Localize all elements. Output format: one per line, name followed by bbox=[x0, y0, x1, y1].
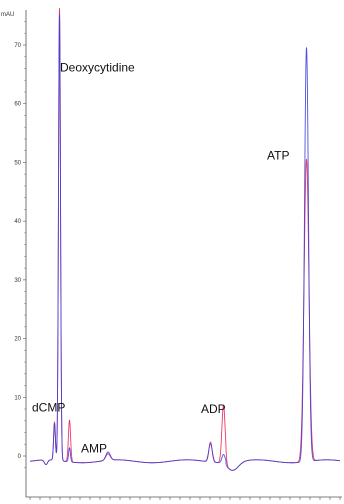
peak-label: ATP bbox=[267, 148, 289, 162]
peak-label: ADP bbox=[201, 402, 226, 416]
trace-line bbox=[29, 8, 341, 471]
peak-label: AMP bbox=[81, 441, 107, 455]
axes: 0 10 20 30 40 50 60 70 bbox=[14, 10, 342, 500]
traces bbox=[29, 8, 341, 471]
trace-line bbox=[29, 13, 341, 471]
peak-label: dCMP bbox=[32, 400, 65, 414]
y-tick-label: 20 bbox=[14, 337, 21, 343]
y-tick-label: 60 bbox=[14, 102, 21, 108]
y-axis-unit-label: mAU bbox=[1, 12, 14, 18]
peak-label: Deoxycytidine bbox=[60, 60, 135, 74]
y-tick-label: 70 bbox=[14, 43, 21, 49]
peak-labels: Deoxycytidine ATP ADP dCMP AMP bbox=[32, 60, 289, 455]
y-tick-label: 0 bbox=[18, 454, 22, 460]
y-tick-label: 40 bbox=[14, 219, 21, 225]
y-tick-label: 10 bbox=[14, 395, 21, 401]
y-tick-label: 50 bbox=[14, 160, 21, 166]
y-tick-label: 30 bbox=[14, 278, 21, 284]
